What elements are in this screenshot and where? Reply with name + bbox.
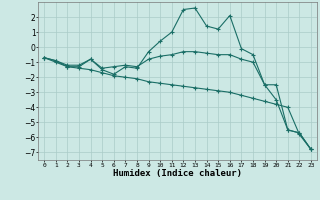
X-axis label: Humidex (Indice chaleur): Humidex (Indice chaleur) [113, 169, 242, 178]
